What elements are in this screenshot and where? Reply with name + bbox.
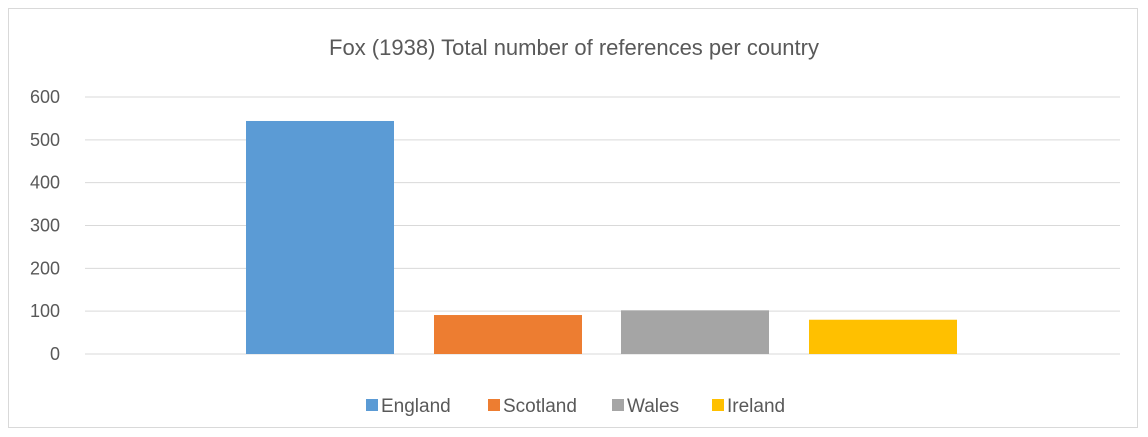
- legend-swatch: [488, 399, 500, 411]
- legend: England Scotland Wales Ireland: [366, 396, 785, 417]
- legend-swatch: [366, 399, 378, 411]
- legend-label: Scotland: [503, 396, 577, 417]
- legend-label: England: [381, 396, 451, 417]
- y-tick-label: 200: [30, 258, 60, 278]
- bar-england: [246, 120, 394, 354]
- legend-item-scotland: Scotland: [488, 396, 577, 417]
- chart-frame: [8, 8, 1138, 428]
- chart-title: Fox (1938) Total number of references pe…: [329, 35, 819, 60]
- legend-label: Wales: [627, 396, 679, 417]
- legend-item-ireland: Ireland: [712, 396, 785, 417]
- y-tick-label: 500: [30, 130, 60, 150]
- y-tick-label: 300: [30, 216, 60, 236]
- y-tick-label: 600: [30, 87, 60, 107]
- y-tick-label: 400: [30, 173, 60, 193]
- legend-swatch: [712, 399, 724, 411]
- legend-swatch: [612, 399, 624, 411]
- bars: [246, 120, 957, 354]
- y-tick-label: 100: [30, 301, 60, 321]
- legend-item-wales: Wales: [612, 396, 679, 417]
- gridlines: [85, 96, 1120, 355]
- bar-ireland: [809, 319, 957, 354]
- bar-wales: [621, 310, 769, 354]
- legend-label: Ireland: [727, 396, 785, 417]
- y-axis-ticks: 0 100 200 300 400 500 600: [30, 87, 60, 364]
- y-tick-label: 0: [50, 344, 60, 364]
- legend-item-england: England: [366, 396, 451, 417]
- bar-scotland: [434, 315, 582, 354]
